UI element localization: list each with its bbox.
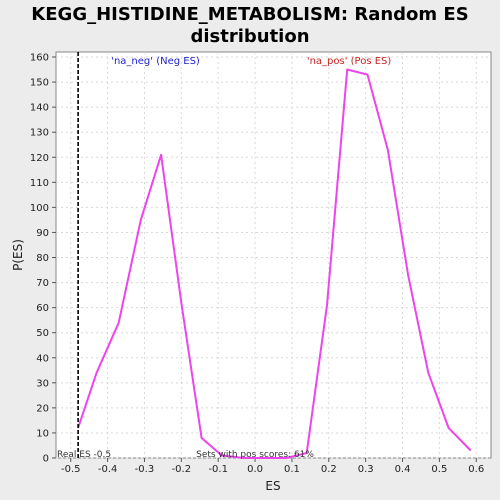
real-es-label: Real ES -0.5 — [57, 450, 111, 460]
y-tick-label: 60 — [36, 303, 49, 314]
x-tick-label: -0.3 — [135, 464, 155, 475]
x-tick-label: -0.2 — [172, 464, 192, 475]
chart-title-line-2: distribution — [190, 26, 309, 47]
x-axis-label: ES — [265, 479, 280, 493]
legend-label: 'na_pos' (Pos ES) — [307, 56, 392, 67]
x-tick-label: 0.6 — [468, 464, 484, 475]
x-tick-label: 0.3 — [358, 464, 374, 475]
y-tick-label: 20 — [36, 403, 49, 414]
x-tick-label: 0.1 — [284, 464, 300, 475]
axes: -0.5 -0.4 -0.3 -0.2 -0.1 0.0 0.1 0.2 0.3 0.4 0.5 0.… — [30, 53, 484, 475]
x-tick-label: 0.4 — [395, 464, 411, 475]
y-tick-label: 160 — [30, 53, 49, 64]
x-tick-label: 0.0 — [247, 464, 263, 475]
legend-label: 'na_neg' (Neg ES) — [111, 56, 200, 67]
x-tick-label: -0.1 — [208, 464, 228, 475]
x-tick-label: 0.2 — [321, 464, 337, 475]
y-tick-label: 90 — [36, 228, 49, 239]
y-tick-label: 150 — [30, 78, 49, 89]
series-layer — [77, 68, 472, 459]
overlay-layer: Real ES -0.5 Sets with pos scores: 61% 'na… — [57, 52, 391, 460]
x-tick-label: -0.5 — [61, 464, 81, 475]
y-tick-label: 130 — [30, 128, 49, 139]
y-tick-label: 30 — [36, 378, 49, 389]
y-tick-label: 120 — [30, 153, 49, 164]
y-tick-label: 0 — [43, 454, 49, 465]
y-tick-label: 10 — [36, 428, 49, 439]
pos-scores-annotation: Sets with pos scores: 61% — [196, 450, 314, 460]
y-axis-label: P(ES) — [11, 239, 25, 271]
chart-title-line-1: KEGG_HISTIDINE_METABOLISM: Random ES — [31, 4, 468, 25]
y-tick-label: 70 — [36, 278, 49, 289]
y-tick-label: 100 — [30, 203, 49, 214]
es-distribution-line — [77, 68, 472, 459]
plot-area — [55, 51, 492, 459]
y-tick-label: 140 — [30, 103, 49, 114]
y-tick-label: 110 — [30, 178, 49, 189]
y-tick-label: 40 — [36, 353, 49, 364]
y-tick-label: 80 — [36, 253, 49, 264]
x-tick-label: -0.4 — [98, 464, 118, 475]
x-tick-label: 0.5 — [431, 464, 447, 475]
y-tick-label: 50 — [36, 328, 49, 339]
